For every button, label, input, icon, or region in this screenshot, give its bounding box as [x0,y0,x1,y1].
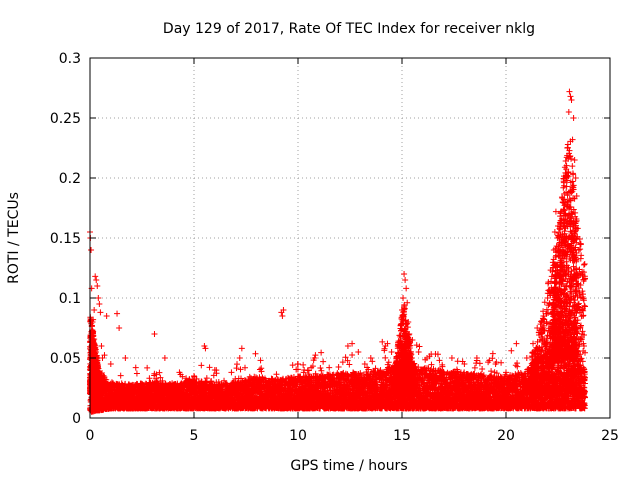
data-point [146,375,153,382]
data-point [117,372,124,379]
data-point [237,366,244,373]
data-point [317,364,324,371]
data-point [289,362,296,369]
data-point [300,361,307,368]
data-point [206,364,213,371]
data-point [198,362,205,369]
data-point [273,371,280,378]
data-point [335,364,342,371]
data-point [103,376,110,383]
data-points [87,88,589,415]
data-point [234,361,241,368]
data-point [252,350,259,357]
data-point [318,349,325,356]
grid-lines [90,58,610,418]
data-point [133,370,140,377]
data-point [318,367,325,374]
data-point [242,364,249,371]
data-point [144,364,151,371]
data-point [320,358,327,365]
